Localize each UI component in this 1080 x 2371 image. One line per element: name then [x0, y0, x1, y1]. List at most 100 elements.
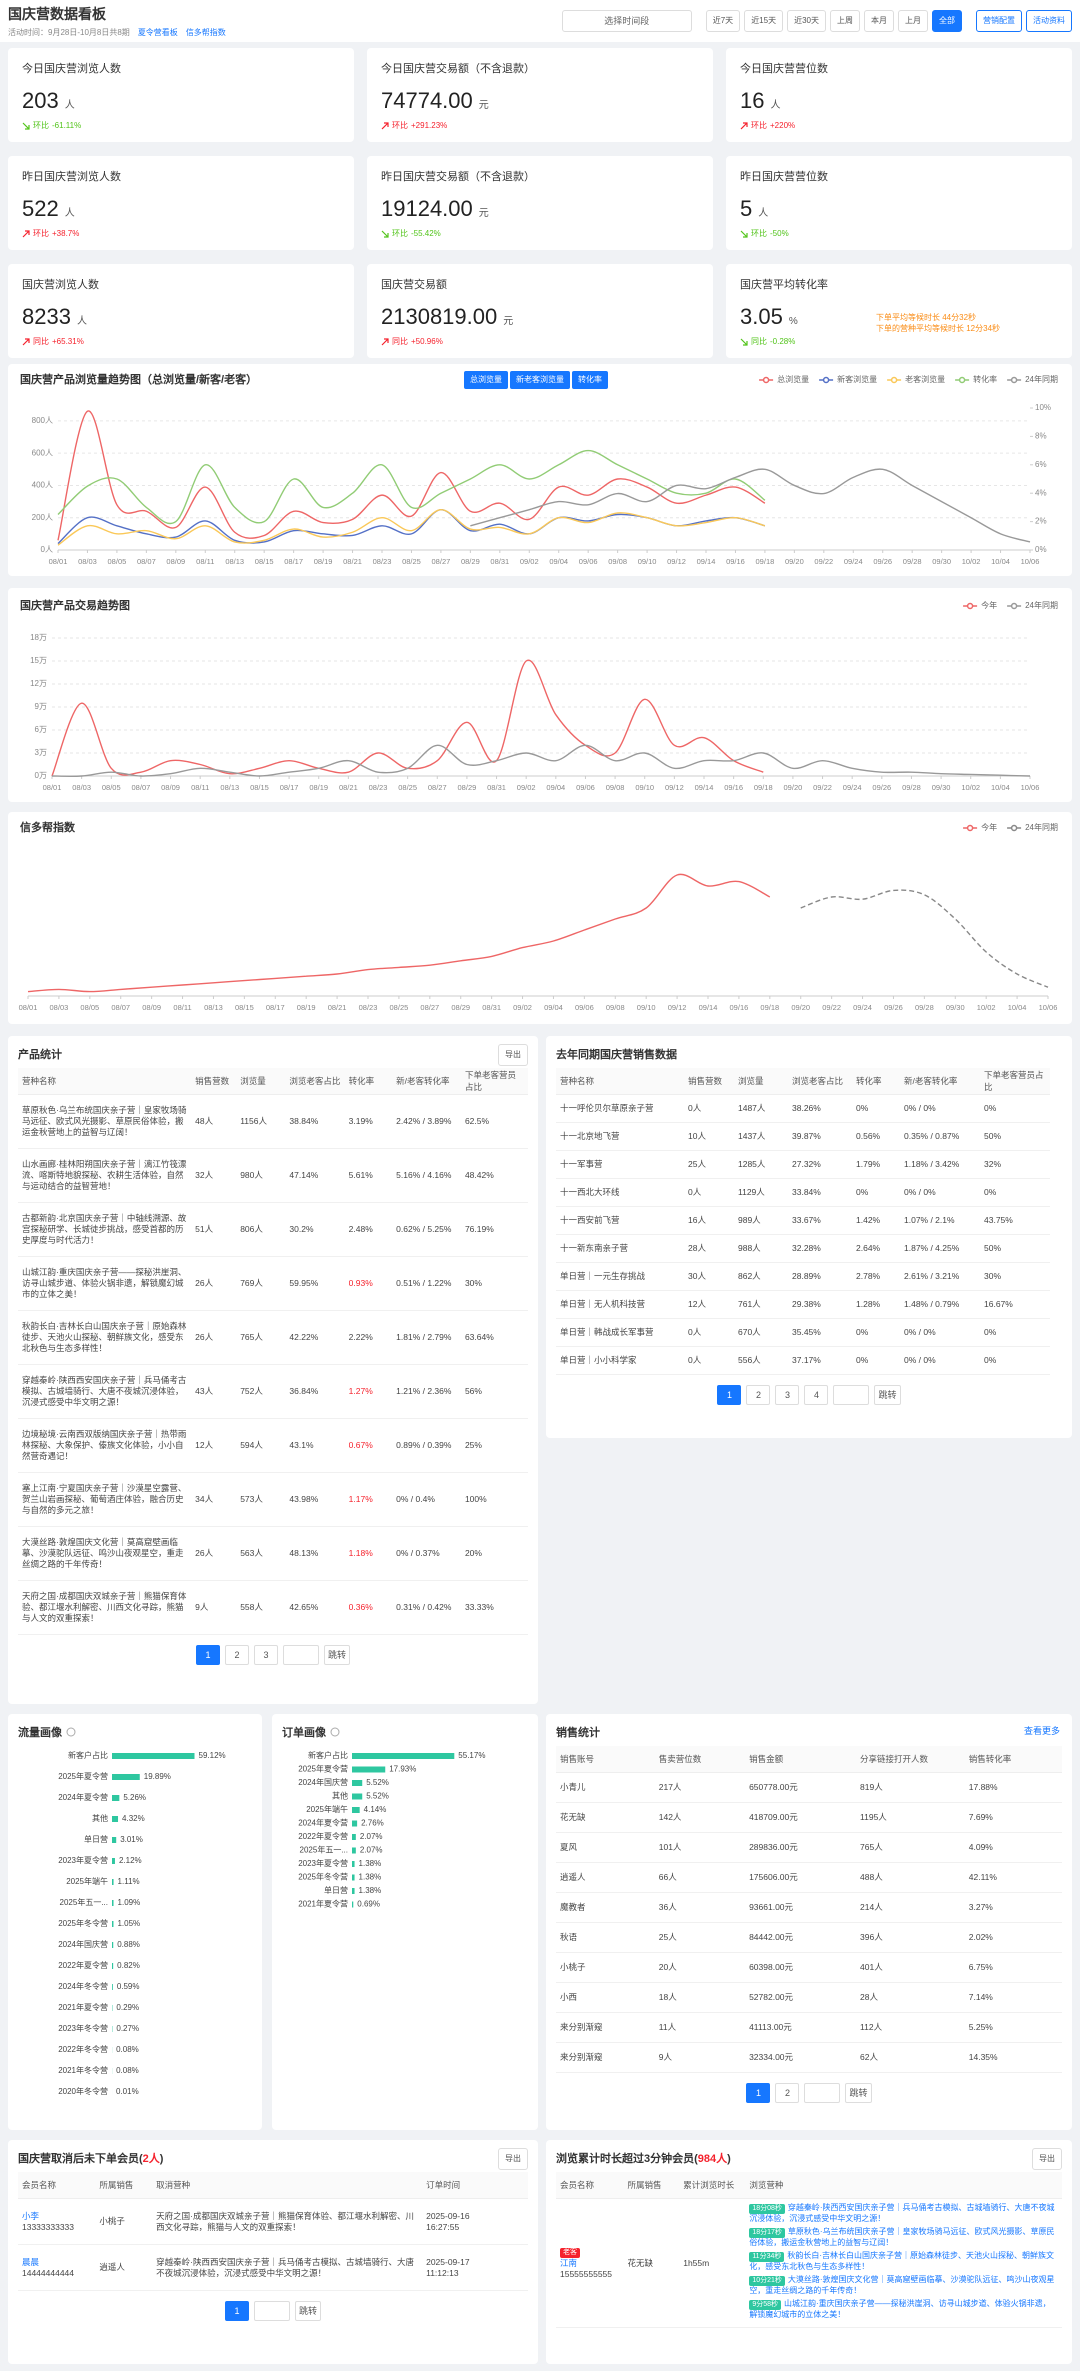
table-cell: 十一西北大环线: [556, 1178, 684, 1207]
series-line: [51, 659, 764, 777]
trend-arrow: [740, 338, 748, 346]
legend-label: 24年同期: [1025, 374, 1058, 384]
panel-title: 订单画像: [272, 1714, 538, 1746]
camp-item: 11分34秒 秋韵长白·吉林长白山国庆亲子营｜原始森林徒步、天池火山探秘、朝鲜族文…: [749, 2251, 1058, 2272]
sales-cell: 花无缺: [623, 2198, 680, 2328]
x-tick-label: 08/31: [482, 1003, 501, 1012]
export-button[interactable]: 导出: [498, 1044, 528, 1066]
jump-button[interactable]: 跳转: [294, 2301, 321, 2321]
member-name[interactable]: 小李: [22, 2210, 40, 2221]
header-link[interactable]: 夏令营看板: [137, 28, 178, 37]
range-button[interactable]: 全部: [932, 10, 962, 32]
range-button[interactable]: 近15天: [744, 10, 784, 32]
camp-name[interactable]: 秋韵长白·吉林长白山国庆亲子营｜原始森林徒步、天池火山探秘、朝鲜族文化，感受东北…: [749, 2251, 1055, 2271]
legend-label: 24年同期: [1025, 822, 1058, 832]
x-tick-label: 08/15: [255, 557, 274, 566]
range-button[interactable]: 近7天: [705, 10, 741, 32]
page-button[interactable]: 1: [717, 1385, 742, 1405]
member-name[interactable]: 晨晨: [22, 2256, 40, 2267]
page-button[interactable]: 1: [195, 1645, 220, 1665]
table-cell: 5.61%: [344, 1148, 393, 1203]
value-label: 2.76%: [361, 1819, 384, 1828]
camp-cell[interactable]: 天府之国·成都国庆双城亲子营｜熊猫保育体验、都江堰水利解密、川西文化寻踪，熊猫与…: [152, 2198, 423, 2245]
camp-name[interactable]: 穿越秦岭·陕西西安国庆亲子营｜兵马俑考古模拟、古城墙骑行、大唐不夜城沉浸体验，沉…: [749, 2203, 1055, 2223]
table-cell: 93661.00元: [745, 1892, 857, 1923]
page-button[interactable]: 2: [224, 1645, 249, 1665]
sales-panel: 销售统计 查看更多 销售账号 售卖营位数 销售金额 分享链接打开人数 销售转化率 小青儿 217…: [546, 1714, 1072, 2130]
button-bg[interactable]: [510, 371, 570, 389]
x-tick-label: 09/10: [635, 783, 654, 792]
range-button[interactable]: 近30天: [787, 10, 826, 32]
table-cell: 0% / 0.37%: [392, 1526, 461, 1581]
table-cell: 十一呼伦贝尔草原亲子营: [556, 1094, 684, 1123]
button-bg[interactable]: [464, 371, 508, 389]
jump-button[interactable]: 跳转: [845, 2083, 872, 2103]
table-cell: 0%: [980, 1178, 1050, 1207]
chart-button[interactable]: 转化率: [572, 371, 608, 389]
panel-title: 流量画像: [8, 1714, 262, 1746]
time-picker[interactable]: 选择时间段: [561, 10, 692, 32]
chart-button[interactable]: 总浏览量: [464, 371, 508, 389]
camp-name[interactable]: 草原秋色·乌兰布统国庆亲子营｜皇家牧场骑马远征、欧式风光摄影、草原民俗体验，搬运…: [749, 2227, 1055, 2247]
button-label[interactable]: 转化率: [578, 374, 602, 384]
x-tick-label: 08/25: [398, 783, 417, 792]
jump-button[interactable]: 跳转: [323, 1645, 350, 1665]
range-button[interactable]: 上月: [898, 10, 928, 32]
action-button[interactable]: 活动资料: [1026, 10, 1072, 32]
bar-label: 2022年夏令营: [58, 1960, 108, 1970]
camp-cell[interactable]: 穿越秦岭·陕西西安国庆亲子营｜兵马俑考古模拟、古城墙骑行、大唐不夜城沉浸体验，沉…: [152, 2244, 423, 2291]
bar: [112, 1795, 120, 1801]
header-link[interactable]: 信多帮指数: [185, 28, 226, 37]
x-tick-label: 08/19: [309, 783, 328, 792]
member-name[interactable]: 江南: [560, 2258, 578, 2268]
range-button[interactable]: 本月: [864, 10, 894, 32]
camp-item: 10分21秒 大漠丝路·敦煌国庆文化营｜莫高窟壁画临摹、沙漠驼队远征、鸣沙山夜观星…: [749, 2275, 1058, 2296]
chart-title: 国庆营产品浏览量趋势图（总浏览量/新客/老客）: [20, 372, 257, 386]
table-cell: 30.2%: [285, 1202, 345, 1257]
more-link[interactable]: 查看更多: [1023, 1726, 1060, 1736]
jump-button[interactable]: 跳转: [874, 1385, 901, 1405]
header-row: 销售账号 售卖营位数 销售金额 分享链接打开人数 销售转化率: [556, 1746, 1062, 1773]
button-label[interactable]: 新老客浏览量: [516, 374, 564, 384]
page-button[interactable]: 1: [746, 2083, 771, 2103]
table-cell: 逍遥人: [556, 1862, 655, 1893]
chart-button[interactable]: 新老客浏览量: [510, 371, 570, 389]
table-cell: 752人: [236, 1364, 286, 1419]
duration-tag: 9分58秒: [749, 2300, 781, 2310]
legend-dot: [966, 824, 974, 832]
table-row: 小西 18人 52782.00元 28人 7.14%: [556, 1982, 1062, 2013]
kpi-card: 今日国庆营浏览人数 203 人环比 -61.11%: [8, 48, 354, 142]
action-button[interactable]: 营销配置: [976, 10, 1022, 32]
export-button[interactable]: 导出: [1032, 2148, 1062, 2170]
camp-name[interactable]: 山城江韵·重庆国庆亲子营——探秘洪崖洞、访寻山城步道、体验火锅非遗，解锁魔幻城市…: [749, 2299, 1051, 2319]
table-cell: 25人: [654, 1922, 746, 1953]
table-cell: 0% / 0%: [900, 1094, 980, 1123]
page-button[interactable]: 2: [775, 2083, 800, 2103]
page-button[interactable]: 4: [804, 1385, 829, 1405]
bar-label: 其他: [332, 1791, 348, 1801]
button-bg[interactable]: [572, 371, 608, 389]
x-tick-label: 09/26: [873, 557, 892, 566]
page-input[interactable]: [804, 2083, 841, 2103]
button-label[interactable]: 总浏览量: [470, 374, 502, 384]
x-tick-label: 08/25: [402, 557, 421, 566]
table-cell: 556人: [734, 1346, 788, 1375]
page-input[interactable]: [253, 2301, 290, 2321]
value-label: 1.38%: [359, 1859, 382, 1868]
table-row: 草原秋色·乌兰布统国庆亲子营｜皇家牧场骑马远征、欧式风光摄影、草原民俗体验，搬运…: [18, 1094, 528, 1149]
x-tick-label: 09/18: [754, 783, 773, 792]
page-button[interactable]: 3: [775, 1385, 800, 1405]
page-input[interactable]: [282, 1645, 319, 1665]
export-button[interactable]: 导出: [498, 2148, 528, 2170]
camp-name[interactable]: 大漠丝路·敦煌国庆文化营｜莫高窟壁画临摹、沙漠驼队远征、鸣沙山夜观星空，重走丝绸…: [749, 2275, 1055, 2295]
page-button[interactable]: 3: [253, 1645, 278, 1665]
range-button[interactable]: 上周: [830, 10, 860, 32]
page-button[interactable]: 2: [746, 1385, 771, 1405]
x-tick-label: 10/04: [991, 557, 1010, 566]
table-cell: 594人: [236, 1418, 286, 1473]
page-input[interactable]: [833, 1385, 870, 1405]
kpi-change: 环比 -50%: [740, 228, 1058, 239]
kpi-value: 16: [740, 88, 765, 113]
page-button[interactable]: 1: [224, 2301, 249, 2321]
table-cell: 33.67%: [788, 1206, 852, 1235]
